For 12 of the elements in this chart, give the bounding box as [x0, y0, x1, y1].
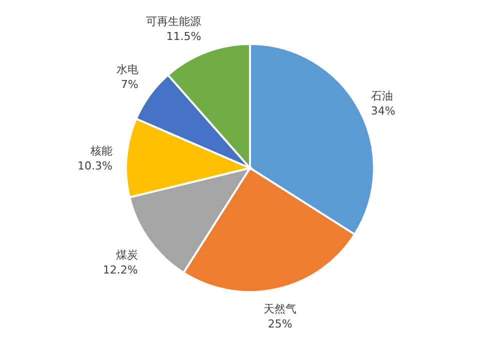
- slice-label: 天然气: [264, 302, 297, 316]
- data-label: 34%: [370, 104, 396, 118]
- data-label: 7%: [120, 78, 138, 91]
- data-label: 10.3%: [78, 159, 112, 172]
- slice-label: 水电: [116, 62, 138, 76]
- slice-label: 煤炭: [116, 248, 138, 262]
- data-label: 25%: [268, 318, 292, 331]
- data-label: 12.2%: [102, 263, 138, 276]
- slice-label: 可再生能源: [146, 14, 202, 28]
- slice-label: 核能: [89, 144, 112, 158]
- slice-label: 石油: [370, 90, 393, 103]
- data-label: 11.5%: [166, 30, 202, 43]
